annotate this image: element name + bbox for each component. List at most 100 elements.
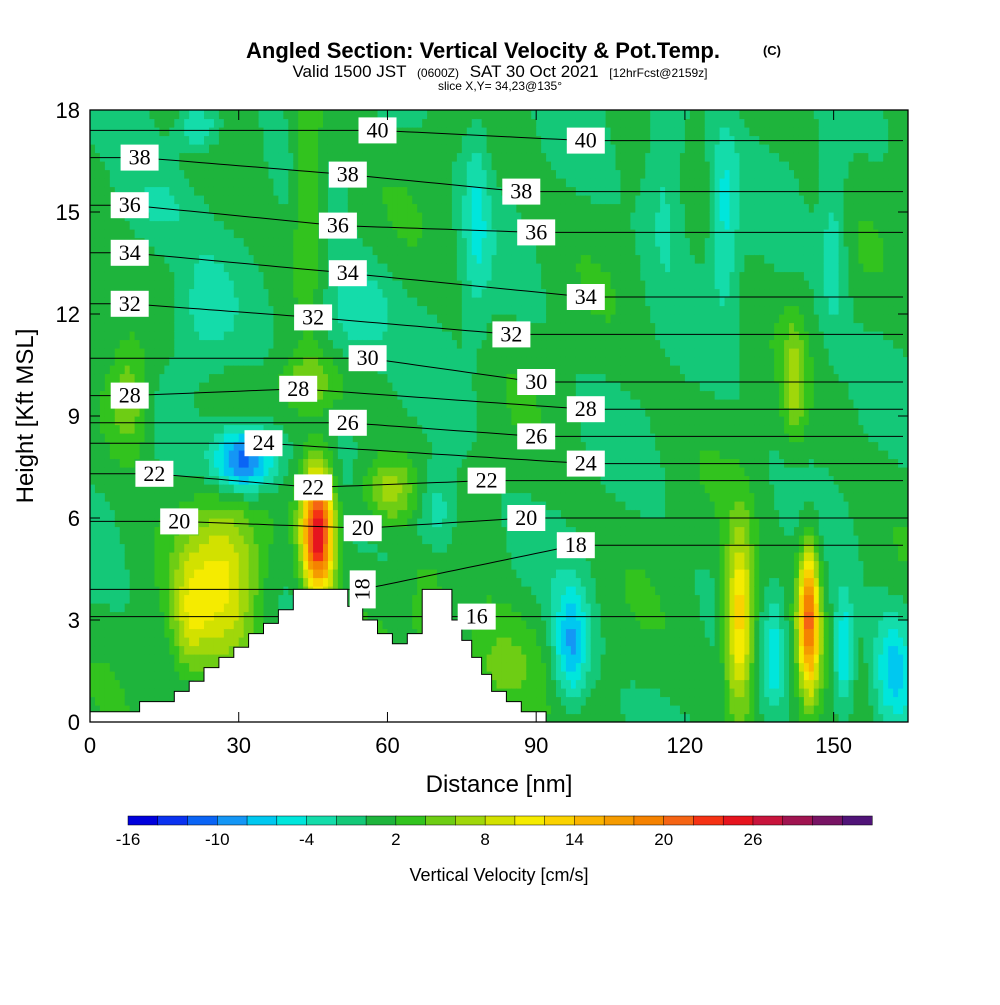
velocity-cell: [362, 339, 369, 349]
velocity-cell: [218, 569, 225, 579]
velocity-cell: [179, 416, 185, 426]
velocity-cell: [372, 509, 379, 519]
velocity-cell: [119, 263, 126, 273]
velocity-cell: [228, 543, 235, 553]
velocity-cell: [228, 611, 235, 621]
velocity-cell: [407, 560, 413, 570]
velocity-cell: [243, 577, 250, 587]
velocity-cell: [94, 135, 101, 145]
velocity-cell: [208, 535, 215, 545]
velocity-cell: [313, 271, 319, 281]
velocity-cell: [174, 637, 180, 647]
velocity-cell: [377, 399, 384, 409]
velocity-cell: [159, 645, 165, 655]
velocity-cell: [199, 645, 205, 655]
velocity-cell: [268, 186, 275, 196]
velocity-cell: [104, 127, 111, 137]
velocity-cell: [174, 135, 180, 145]
velocity-cell: [427, 169, 433, 179]
velocity-cell: [119, 186, 126, 196]
velocity-cell: [347, 492, 354, 502]
velocity-cell: [213, 246, 220, 256]
velocity-cell: [273, 407, 279, 417]
velocity-cell: [298, 195, 304, 205]
velocity-cell: [109, 280, 116, 290]
velocity-cell: [387, 263, 394, 273]
velocity-cell: [422, 467, 428, 477]
velocity-cell: [174, 271, 180, 281]
velocity-cell: [397, 161, 403, 171]
velocity-cell: [342, 203, 349, 213]
velocity-cell: [114, 705, 121, 715]
velocity-cell: [189, 552, 195, 562]
velocity-cell: [313, 195, 319, 205]
slice-label: slice X,Y= 34,23@135°: [438, 79, 562, 93]
velocity-cell: [427, 450, 433, 460]
velocity-cell: [114, 577, 121, 587]
velocity-cell: [149, 254, 156, 264]
velocity-cell: [387, 501, 394, 511]
velocity-cell: [208, 628, 215, 638]
velocity-cell: [109, 152, 116, 162]
velocity-cell: [288, 586, 294, 596]
velocity-cell: [109, 220, 116, 230]
velocity-cell: [332, 339, 339, 349]
velocity-cell: [298, 212, 304, 222]
velocity-cell: [179, 458, 185, 468]
velocity-cell: [233, 331, 240, 341]
velocity-cell: [248, 195, 255, 205]
velocity-cell: [283, 356, 289, 366]
velocity-cell: [273, 390, 279, 400]
velocity-cell: [164, 246, 170, 256]
velocity-cell: [308, 161, 314, 171]
velocity-cell: [149, 271, 156, 281]
velocity-cell: [318, 458, 324, 468]
velocity-cell: [144, 535, 151, 545]
velocity-cell: [134, 509, 141, 519]
velocity-cell: [258, 484, 265, 494]
velocity-cell: [243, 195, 250, 205]
velocity-cell: [204, 484, 210, 494]
velocity-cell: [184, 594, 190, 604]
velocity-cell: [392, 594, 398, 604]
velocity-cell: [99, 424, 106, 434]
velocity-cell: [179, 297, 185, 307]
velocity-cell: [228, 509, 235, 519]
velocity-cell: [109, 654, 116, 664]
velocity-cell: [90, 339, 96, 349]
velocity-cell: [417, 441, 423, 451]
velocity-cell: [179, 212, 185, 222]
velocity-cell: [283, 246, 289, 256]
velocity-cell: [109, 424, 116, 434]
velocity-cell: [303, 169, 309, 179]
velocity-cell: [332, 186, 339, 196]
velocity-cell: [94, 509, 101, 519]
velocity-cell: [412, 484, 418, 494]
velocity-cell: [199, 475, 205, 485]
velocity-cell: [258, 152, 265, 162]
velocity-cell: [402, 288, 408, 298]
velocity-cell: [184, 280, 190, 290]
velocity-cell: [154, 382, 161, 392]
velocity-cell: [278, 271, 284, 281]
velocity-cell: [283, 492, 289, 502]
velocity-cell: [253, 518, 260, 528]
velocity-cell: [342, 433, 349, 443]
velocity-cell: [332, 297, 339, 307]
velocity-cell: [258, 509, 265, 519]
velocity-cell: [288, 416, 294, 426]
velocity-cell: [248, 169, 255, 179]
velocity-cell: [194, 390, 200, 400]
velocity-cell: [392, 314, 398, 324]
velocity-cell: [392, 203, 398, 213]
velocity-cell: [288, 348, 294, 358]
velocity-cell: [154, 543, 161, 553]
velocity-cell: [179, 305, 185, 315]
velocity-cell: [273, 501, 279, 511]
velocity-cell: [204, 552, 210, 562]
velocity-cell: [149, 322, 156, 332]
velocity-cell: [387, 407, 394, 417]
velocity-cell: [402, 297, 408, 307]
velocity-cell: [139, 186, 146, 196]
velocity-cell: [323, 382, 329, 392]
